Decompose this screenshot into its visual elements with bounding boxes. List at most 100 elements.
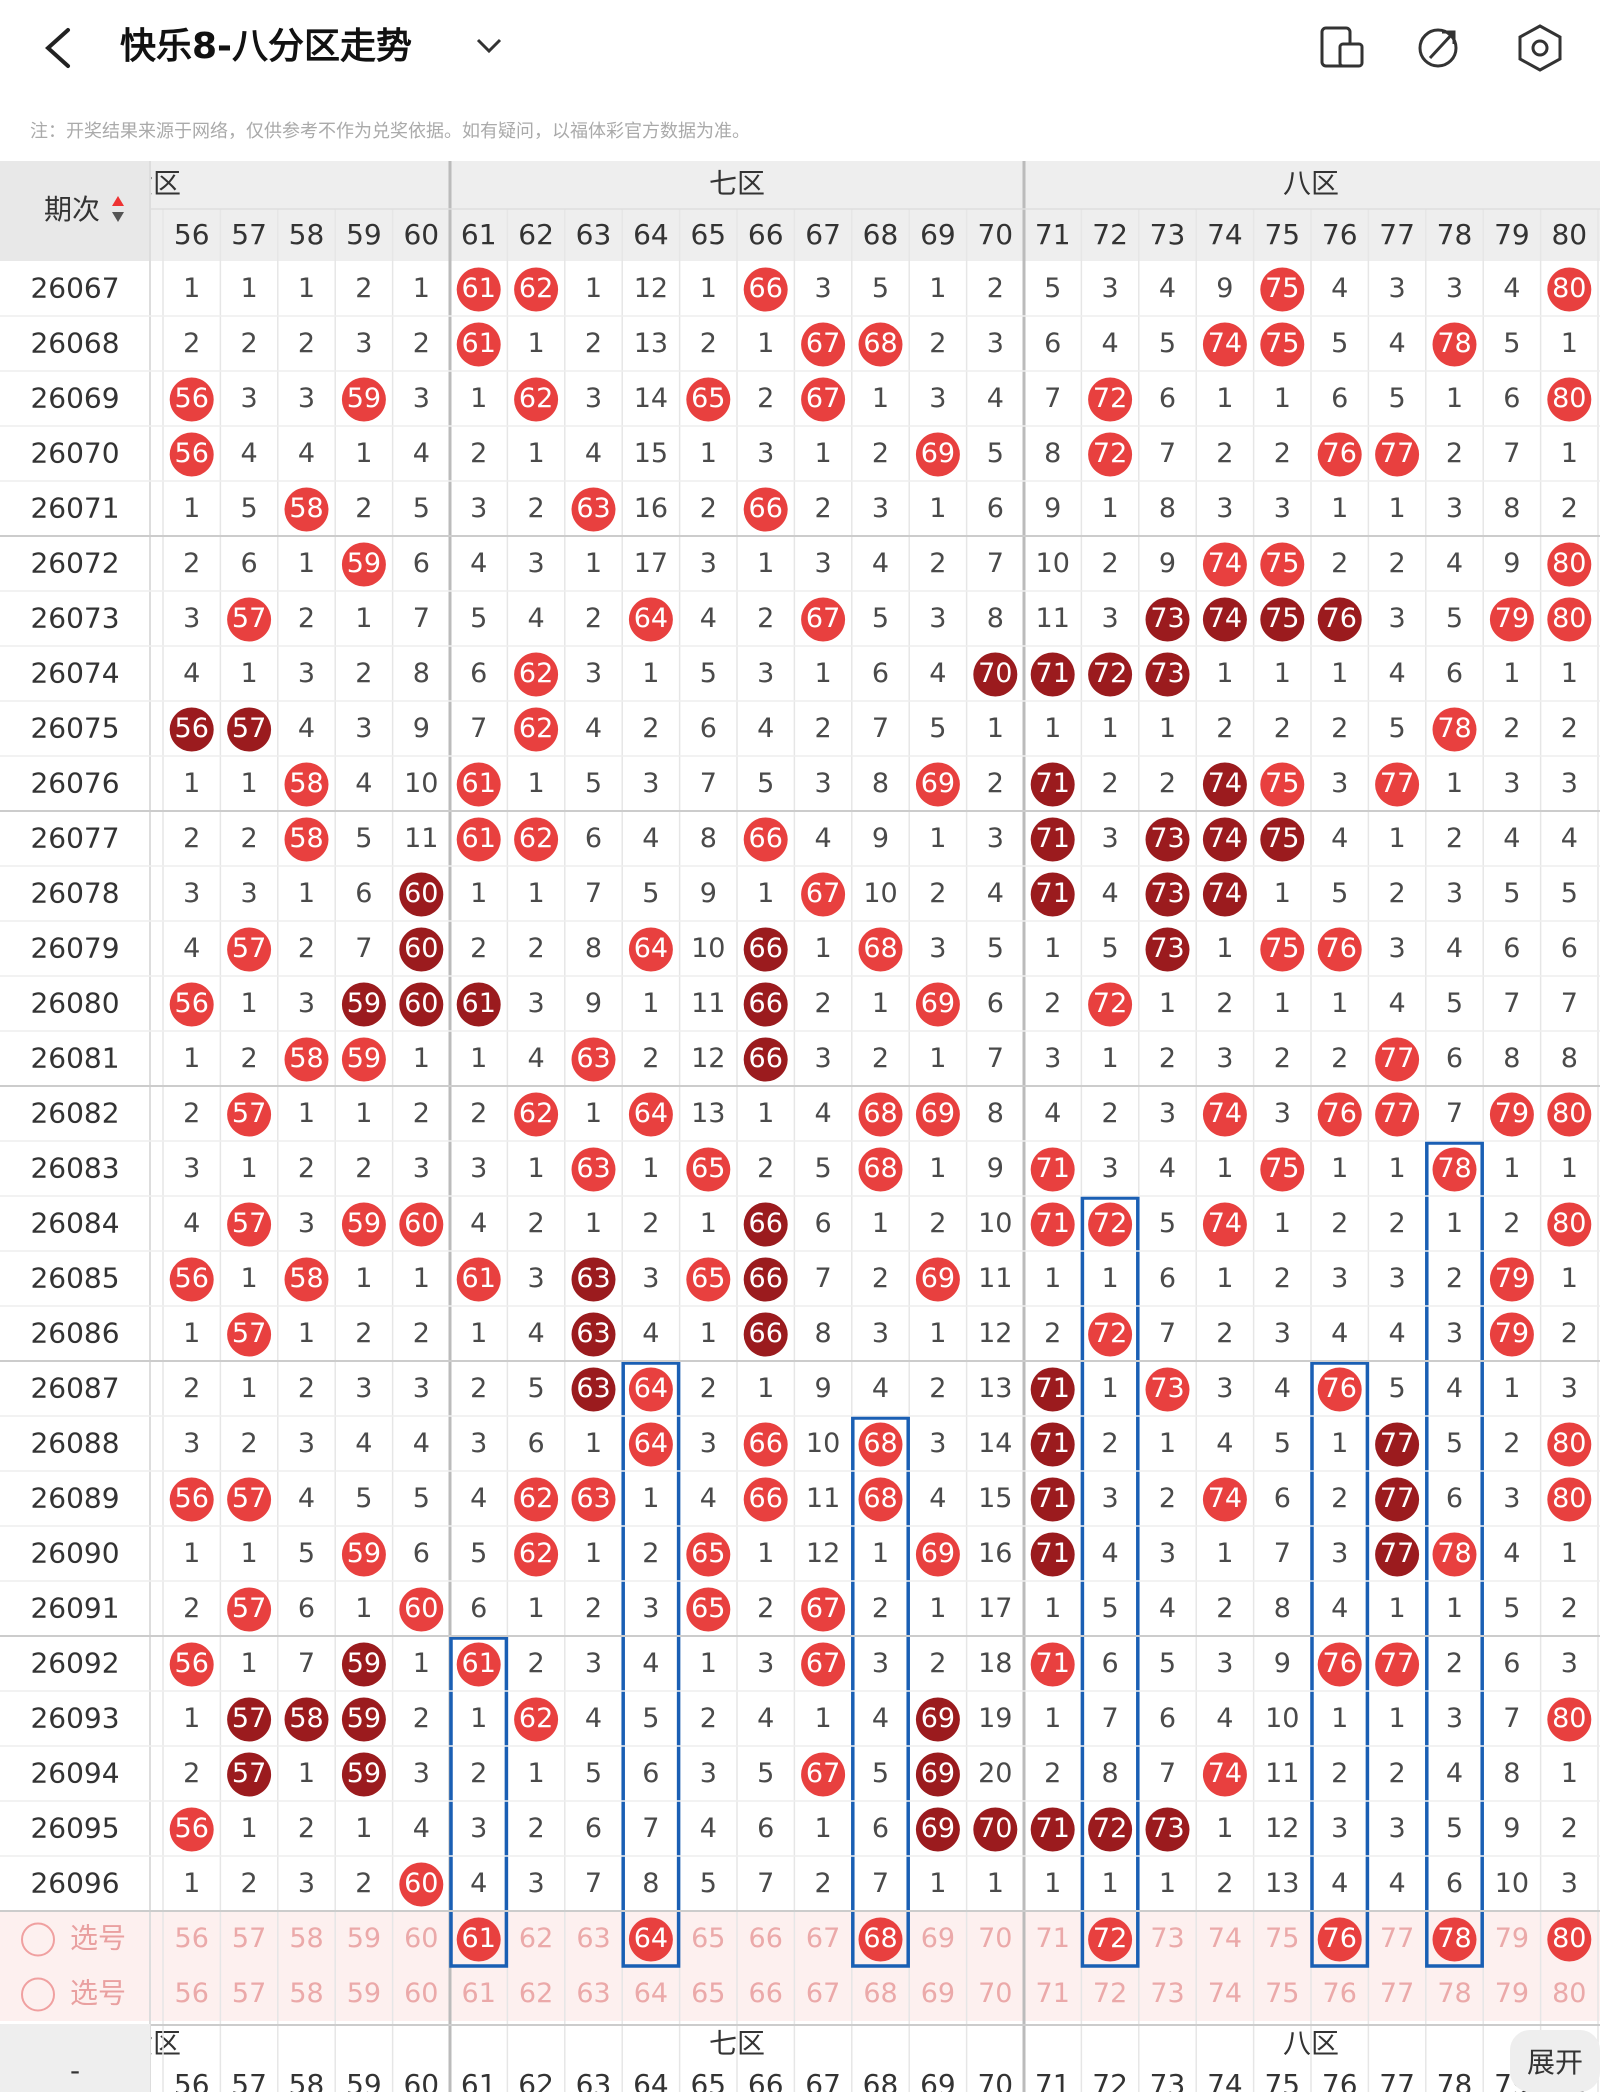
select-number[interactable]: 68 <box>863 1978 897 2009</box>
select-number[interactable]: 78 <box>1437 1978 1471 2009</box>
hit-number: 72 <box>1093 438 1127 469</box>
hit-ball <box>169 377 214 422</box>
hit-ball <box>1202 1202 1247 1247</box>
miss-count: 4 <box>470 548 487 579</box>
hit-number: 67 <box>806 603 840 634</box>
miss-count: 3 <box>1331 1813 1348 1844</box>
hit-number: 56 <box>175 1648 209 1679</box>
period: 26091 <box>30 1592 119 1625</box>
select-number[interactable]: 75 <box>1265 1978 1299 2009</box>
miss-count: 6 <box>1446 1868 1463 1899</box>
miss-count: 1 <box>413 1648 430 1679</box>
select-number[interactable]: 60 <box>404 1978 438 2009</box>
period-header[interactable]: 期次 <box>44 193 100 226</box>
period: 26081 <box>30 1042 119 1075</box>
select-number[interactable]: 74 <box>1208 1978 1242 2009</box>
hit-number: 80 <box>1552 1208 1586 1239</box>
expand-button[interactable] <box>1510 2030 1600 2092</box>
select-number[interactable]: 66 <box>749 1923 783 1954</box>
miss-count: 13 <box>1265 1868 1299 1899</box>
select-number[interactable]: 69 <box>921 1923 955 1954</box>
miss-count: 3 <box>413 1153 430 1184</box>
miss-count: 8 <box>1503 1758 1520 1789</box>
miss-count: 1 <box>1561 1153 1578 1184</box>
title-dropdown[interactable] <box>476 38 502 54</box>
column-header-bottom: 64 <box>633 2068 669 2092</box>
select-number[interactable]: 79 <box>1495 1978 1529 2009</box>
select-number[interactable]: 56 <box>175 1978 209 2009</box>
select-number[interactable]: 77 <box>1380 1923 1414 1954</box>
miss-count: 1 <box>642 658 659 689</box>
hit-number: 65 <box>691 1153 725 1184</box>
select-number[interactable]: 75 <box>1265 1923 1299 1954</box>
hit-number: 60 <box>404 933 438 964</box>
hit-ball-dark <box>399 927 444 972</box>
select-number[interactable]: 59 <box>347 1978 381 2009</box>
select-number[interactable]: 64 <box>634 1978 668 2009</box>
select-number[interactable]: 62 <box>519 1923 553 1954</box>
miss-count: 4 <box>642 823 659 854</box>
miss-count: 1 <box>1389 823 1406 854</box>
select-number[interactable]: 56 <box>175 1923 209 1954</box>
hit-number: 69 <box>921 768 955 799</box>
select-number[interactable]: 61 <box>462 1923 496 1954</box>
select-number[interactable]: 72 <box>1093 1978 1127 2009</box>
miss-count: 3 <box>642 1593 659 1624</box>
miss-count: 11 <box>806 1483 840 1514</box>
select-number[interactable]: 70 <box>978 1923 1012 1954</box>
select-number[interactable]: 69 <box>921 1978 955 2009</box>
select-number[interactable]: 73 <box>1150 1923 1184 1954</box>
select-number[interactable]: 72 <box>1093 1923 1127 1954</box>
select-number[interactable]: 62 <box>519 1978 553 2009</box>
select-number[interactable]: 71 <box>1036 1923 1070 1954</box>
select-number[interactable]: 58 <box>289 1923 323 1954</box>
share-icon[interactable] <box>1418 28 1458 68</box>
select-number[interactable]: 76 <box>1323 1923 1357 1954</box>
miss-count: 1 <box>1044 933 1061 964</box>
miss-count: 3 <box>355 328 372 359</box>
select-number[interactable]: 63 <box>576 1978 610 2009</box>
hit-ball <box>284 762 329 807</box>
settings-icon[interactable] <box>1518 24 1562 72</box>
select-number[interactable]: 80 <box>1552 1923 1586 1954</box>
miss-count: 3 <box>298 1868 315 1899</box>
select-number[interactable]: 79 <box>1495 1923 1529 1954</box>
select-number[interactable]: 60 <box>404 1923 438 1954</box>
select-number[interactable]: 76 <box>1323 1978 1357 2009</box>
miss-count: 3 <box>1216 1648 1233 1679</box>
hit-number: 69 <box>921 988 955 1019</box>
select-number[interactable]: 71 <box>1036 1978 1070 2009</box>
select-number[interactable]: 66 <box>749 1978 783 2009</box>
select-number[interactable]: 77 <box>1380 1978 1414 2009</box>
select-number[interactable]: 67 <box>806 1978 840 2009</box>
select-number[interactable]: 65 <box>691 1978 725 2009</box>
select-number[interactable]: 61 <box>462 1978 496 2009</box>
select-number[interactable]: 73 <box>1150 1978 1184 2009</box>
hit-number: 62 <box>519 823 553 854</box>
select-number[interactable]: 68 <box>863 1923 897 1954</box>
back-button[interactable] <box>45 28 70 68</box>
miss-count: 7 <box>355 933 372 964</box>
hit-number: 74 <box>1208 603 1242 634</box>
period: 26076 <box>30 767 119 800</box>
select-number[interactable]: 58 <box>289 1978 323 2009</box>
select-number[interactable]: 64 <box>634 1923 668 1954</box>
select-number[interactable]: 57 <box>232 1978 266 2009</box>
miss-count: 8 <box>1503 493 1520 524</box>
miss-count: 1 <box>1561 1758 1578 1789</box>
select-number[interactable]: 67 <box>806 1923 840 1954</box>
select-number[interactable]: 80 <box>1552 1978 1586 2009</box>
miss-count: 4 <box>1503 1538 1520 1569</box>
select-number[interactable]: 59 <box>347 1923 381 1954</box>
select-number[interactable]: 78 <box>1437 1923 1471 1954</box>
select-number[interactable]: 74 <box>1208 1923 1242 1954</box>
select-number[interactable]: 70 <box>978 1978 1012 2009</box>
select-number[interactable]: 57 <box>232 1923 266 1954</box>
miss-count: 1 <box>298 548 315 579</box>
select-number[interactable]: 65 <box>691 1923 725 1954</box>
selected-ball <box>456 1917 501 1962</box>
hit-ball <box>227 1587 272 1632</box>
miss-count: 2 <box>642 1208 659 1239</box>
select-number[interactable]: 63 <box>576 1923 610 1954</box>
miss-count: 3 <box>585 658 602 689</box>
